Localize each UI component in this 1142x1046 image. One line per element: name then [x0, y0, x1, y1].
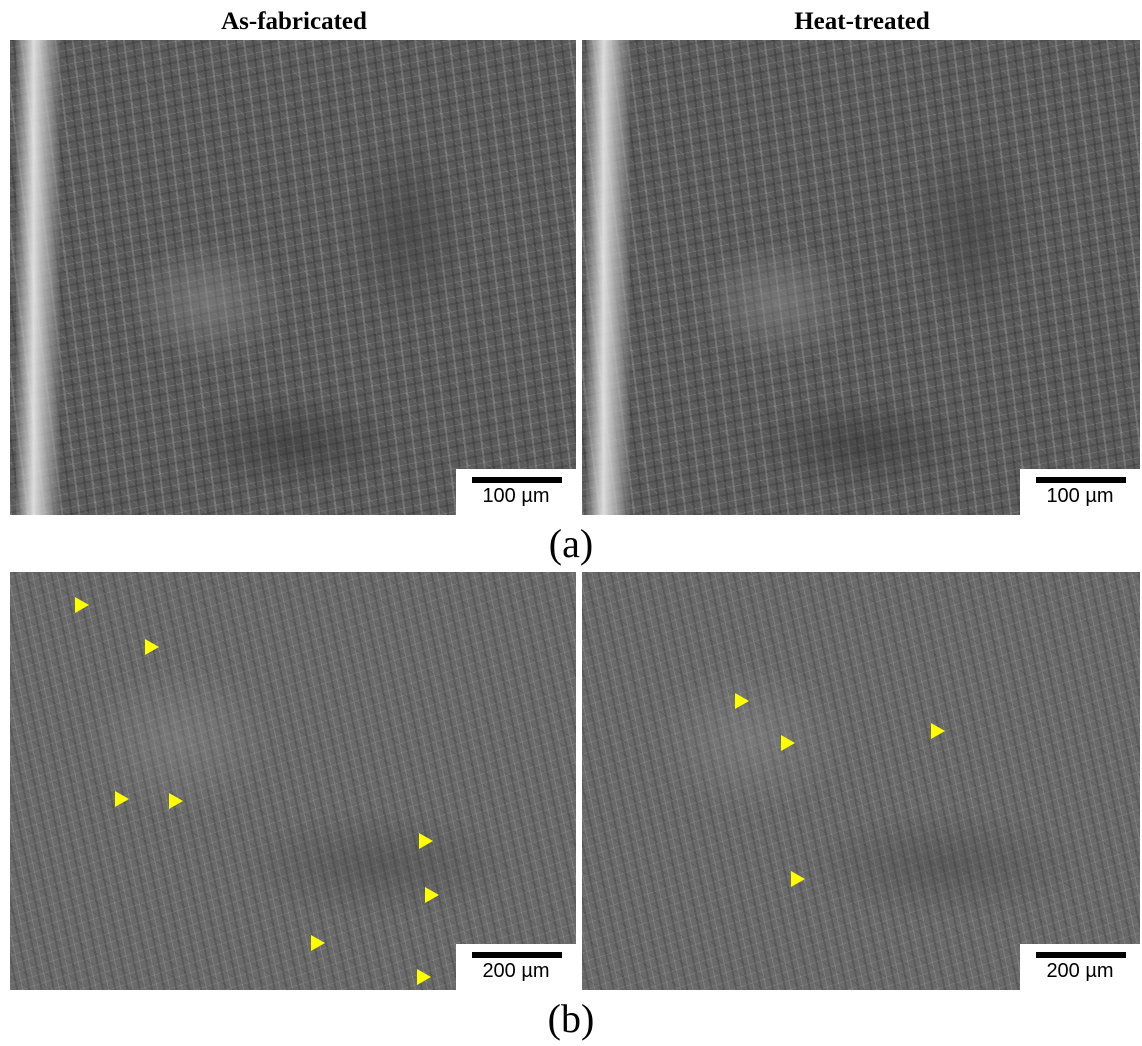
yellow-marker-icon	[311, 935, 325, 951]
yellow-marker-icon	[169, 793, 183, 809]
specimen-edge	[586, 40, 630, 515]
yellow-marker-icon	[419, 833, 433, 849]
panel-label-a: (a)	[548, 521, 594, 566]
yellow-marker-icon	[425, 887, 439, 903]
scale-bar-label: 100 µm	[1046, 485, 1114, 507]
yellow-marker-icon	[781, 735, 795, 751]
scale-bar: 200 µm	[456, 944, 576, 990]
yellow-marker-icon	[145, 639, 159, 655]
scale-bar-line	[1036, 952, 1126, 958]
sem-image-a-heat-treated: 100 µm	[582, 40, 1140, 515]
scale-bar-line	[1036, 477, 1126, 483]
yellow-marker-icon	[931, 723, 945, 739]
scale-bar-label: 200 µm	[482, 960, 550, 982]
specimen-edge	[16, 40, 60, 515]
column-title-as-fabricated: As-fabricated	[221, 8, 367, 35]
column-title-heat-treated: Heat-treated	[794, 8, 930, 35]
sem-image-b-heat-treated: 200 µm	[582, 572, 1140, 990]
scale-bar-label: 100 µm	[482, 485, 550, 507]
panel-label-b: (b)	[547, 996, 595, 1041]
sem-image-b-as-fabricated: 200 µm	[10, 572, 576, 990]
scale-bar: 200 µm	[1020, 944, 1140, 990]
scale-bar: 100 µm	[1020, 469, 1140, 515]
scale-bar-line	[472, 952, 562, 958]
yellow-marker-icon	[417, 969, 431, 985]
yellow-marker-icon	[75, 597, 89, 613]
yellow-marker-icon	[115, 791, 129, 807]
scale-bar-label: 200 µm	[1046, 960, 1114, 982]
yellow-marker-icon	[735, 693, 749, 709]
yellow-marker-icon	[791, 871, 805, 887]
scale-bar: 100 µm	[456, 469, 576, 515]
scale-bar-line	[472, 477, 562, 483]
sem-image-a-as-fabricated: 100 µm	[10, 40, 576, 515]
